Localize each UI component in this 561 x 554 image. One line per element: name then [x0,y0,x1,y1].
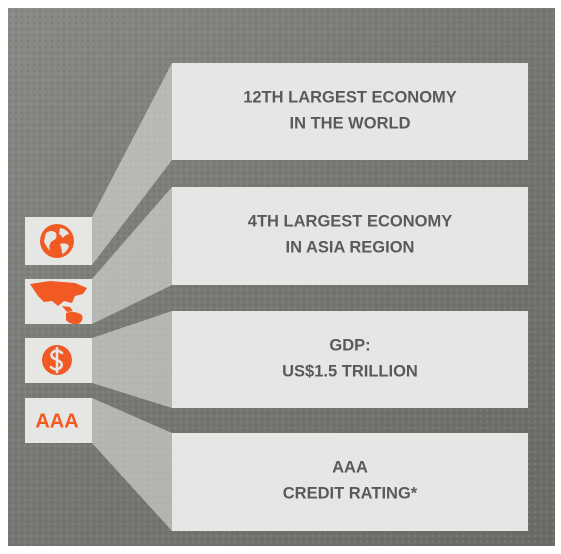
infographic: AAA 12TH LARGEST ECONOMY IN THE WORLD 4TH … [0,0,561,554]
badge-label: AAA [35,410,78,432]
panel-line-2: IN ASIA REGION [286,238,415,256]
dollar-icon [42,345,72,375]
panel-line-2: IN THE WORLD [290,114,411,132]
panel-line-1: AAA [332,458,368,476]
panel-line-2: CREDIT RATING* [283,484,418,502]
globe-icon [40,224,74,258]
panel-line-1: GDP: [329,336,370,354]
panel-line-1: 12TH LARGEST ECONOMY [243,88,457,106]
panel-line-2: US$1.5 TRILLION [282,362,418,380]
page: AAA 12TH LARGEST ECONOMY IN THE WORLD 4TH … [0,0,561,554]
panel-line-1: 4TH LARGEST ECONOMY [248,212,452,230]
